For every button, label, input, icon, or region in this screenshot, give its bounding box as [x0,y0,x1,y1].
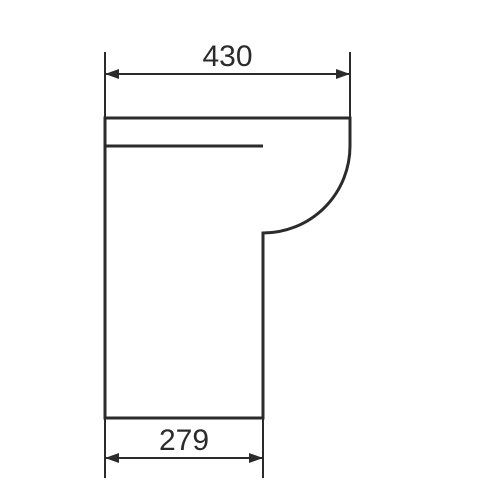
dimension-bottom: 279 [105,418,263,478]
technical-drawing: 430 279 [0,0,500,500]
dimension-top-label: 430 [202,40,252,73]
dimension-top: 430 [105,40,350,146]
part-outline [105,118,350,418]
dimension-bottom-label: 279 [159,424,209,457]
